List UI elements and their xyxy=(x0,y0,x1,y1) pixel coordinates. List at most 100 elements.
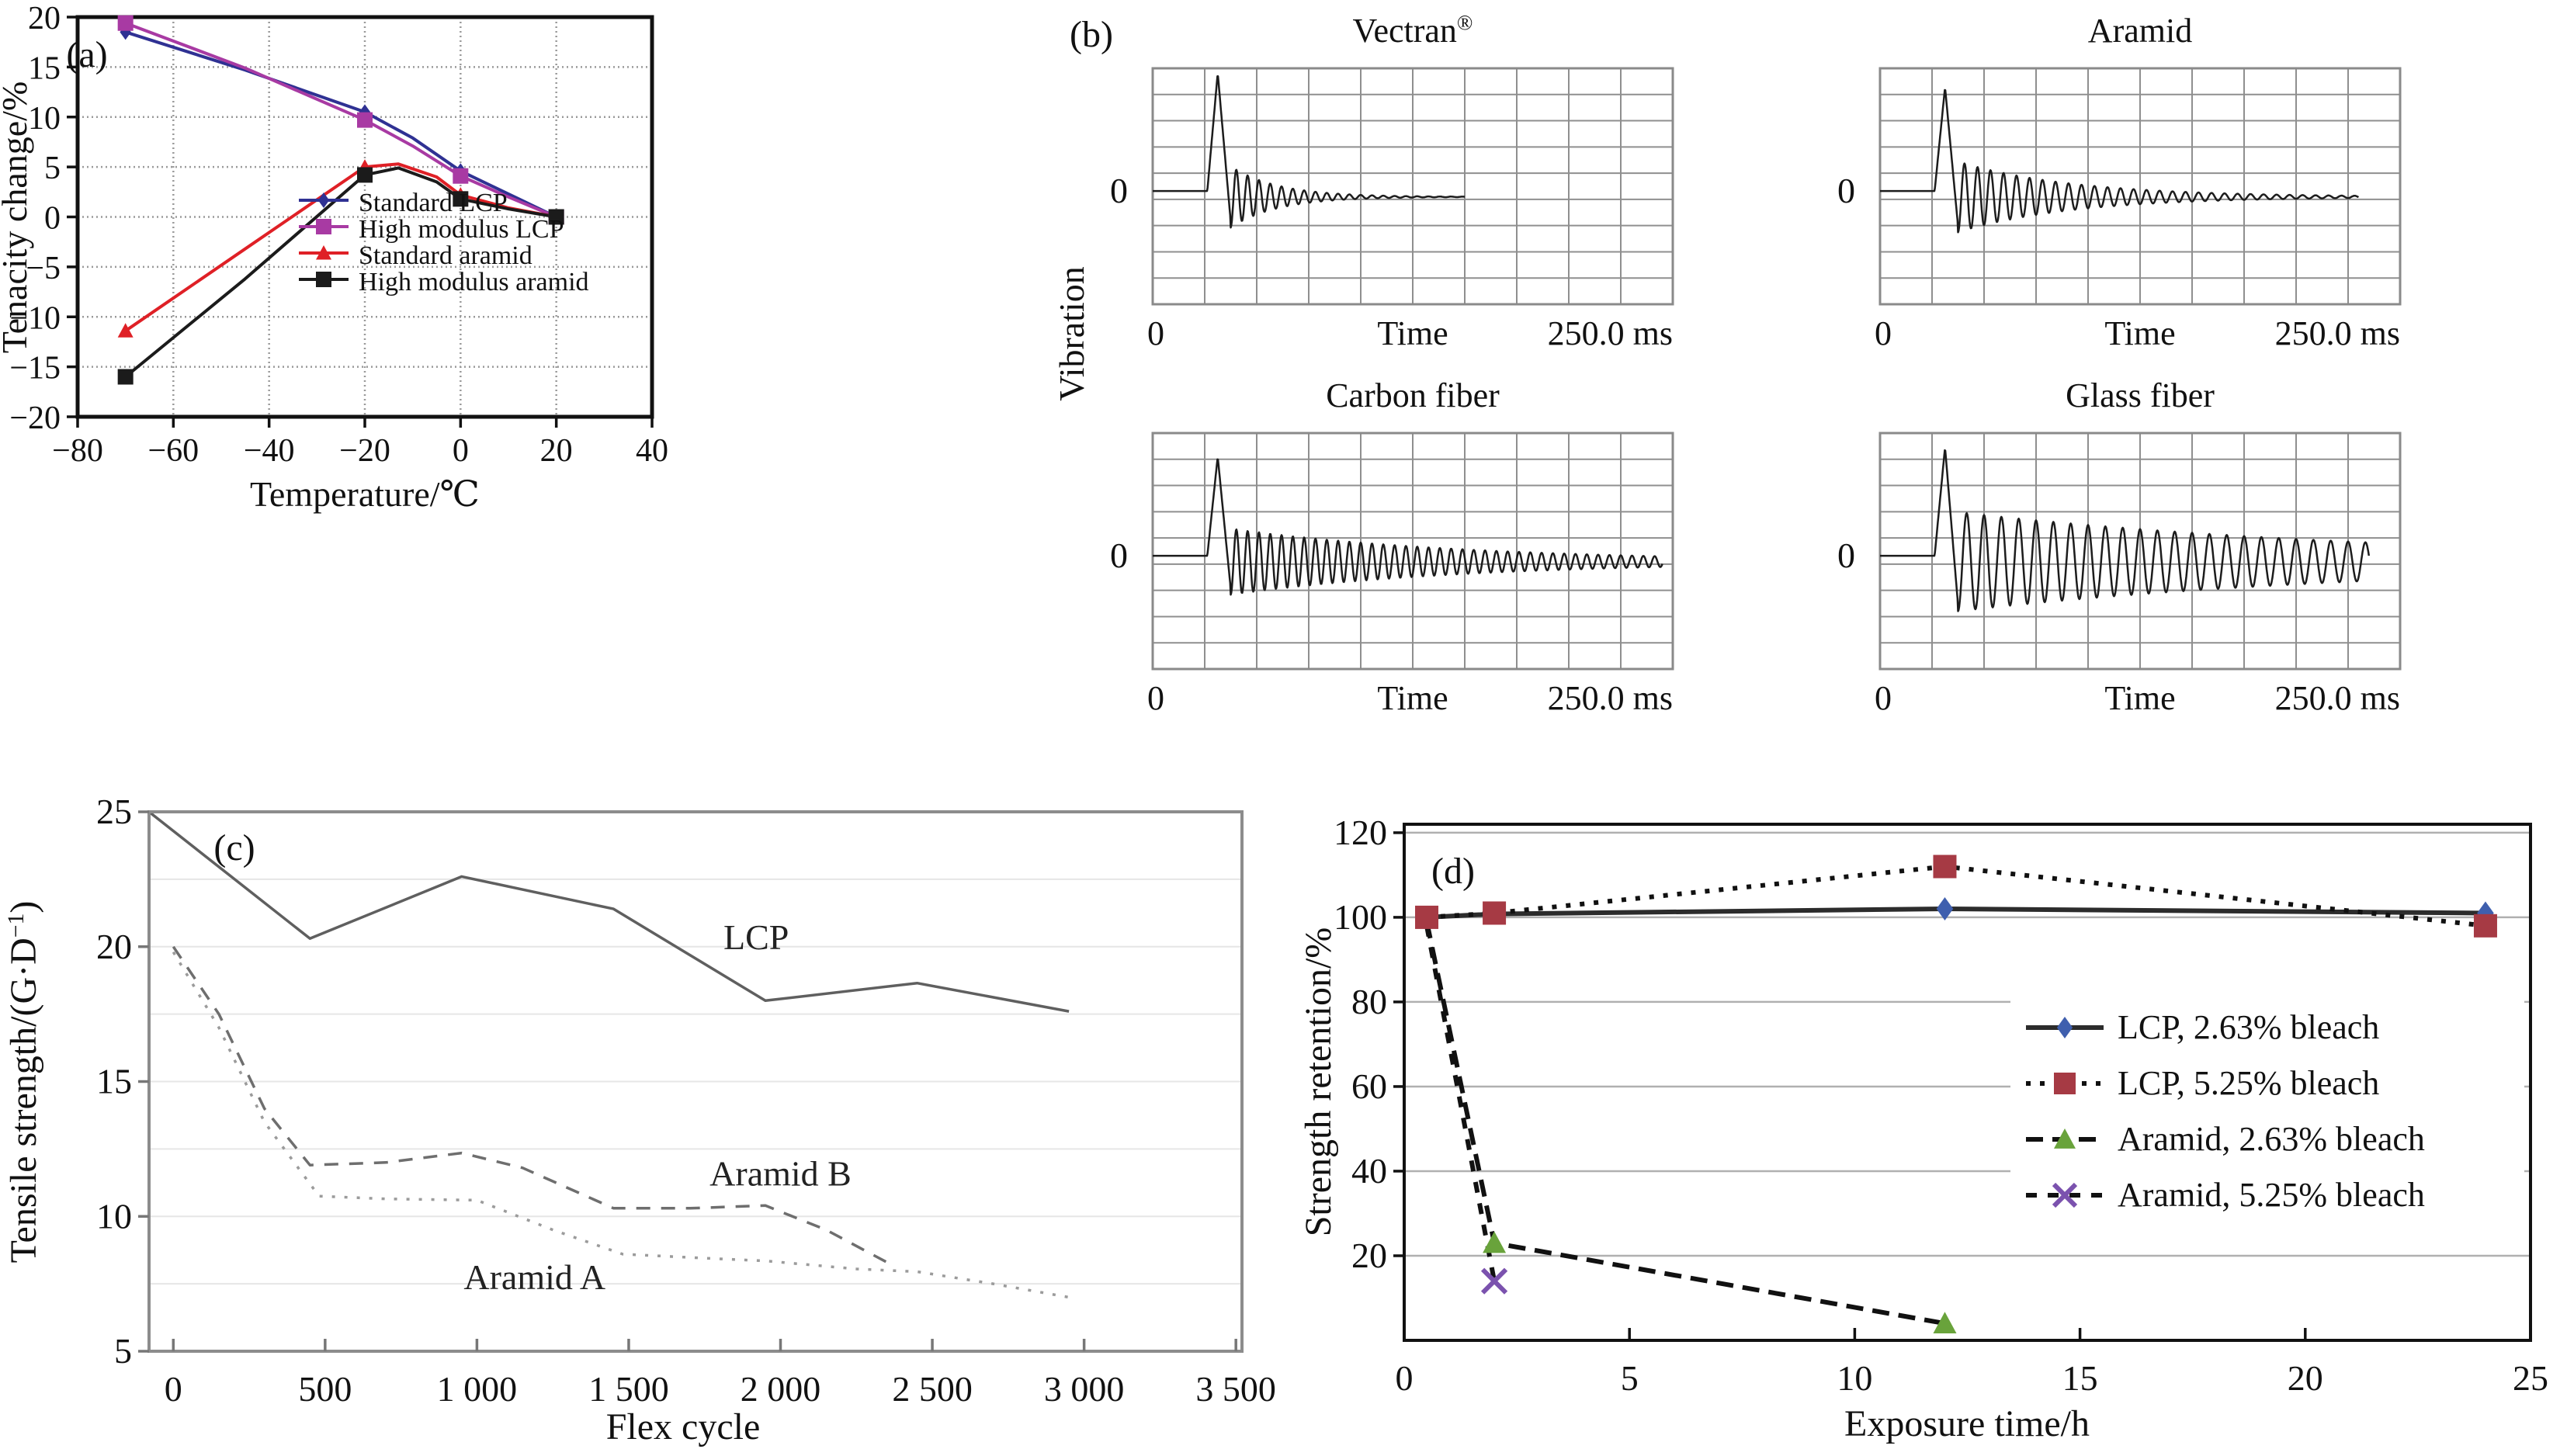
legend-marker-standard-lcp xyxy=(317,192,330,208)
legend-label-high-modulus-aramid: High modulus aramid xyxy=(359,268,589,296)
x-tick-label: −80 xyxy=(52,433,103,469)
series-line-standard-lcp xyxy=(125,30,557,219)
time-end-label: 250.0 ms xyxy=(1548,679,1673,717)
series-line-high-modulus-lcp xyxy=(124,21,557,219)
y-axis-label: Tenacity change/% xyxy=(0,81,34,354)
series-inline-label-aramid-b: Aramid B xyxy=(709,1153,852,1193)
time-start-label: 0 xyxy=(1147,314,1164,352)
marker-lcp-5-25-bleach xyxy=(1483,901,1507,925)
panel-label: (b) xyxy=(1070,14,1113,55)
time-start-label: 0 xyxy=(1875,314,1892,352)
panel-b-content: (b) Vibration Vectran® 0 0 Time 250.0 ms Aramid… xyxy=(1056,11,2402,717)
series-line-aramid-2-63-bleach xyxy=(1424,920,1946,1326)
y-tick-label: 0 xyxy=(44,201,61,237)
marker-high-modulus-aramid xyxy=(117,369,134,385)
y-tick-label: 15 xyxy=(28,50,61,86)
plot-frame xyxy=(1403,823,2532,1342)
y-tick-label: 40 xyxy=(1351,1151,1387,1191)
y-tick-label: 60 xyxy=(1351,1066,1387,1106)
y-axis-label: Tensile strength/(G·D−1) xyxy=(3,901,44,1264)
x-tick-label: 2 500 xyxy=(892,1369,973,1409)
x-tick-label: 3 500 xyxy=(1195,1369,1276,1409)
time-axis-label: Time xyxy=(2104,679,2175,717)
time-axis-label: Time xyxy=(1377,679,1448,717)
panel-c-tensile-strength-vs-flex-cycle: 0 500 1 000 1 500 2 000 2 500 3 000 3 500 25 20 15… xyxy=(0,726,1289,1456)
marker-high-modulus-aramid xyxy=(548,209,564,225)
panel-b-vibration-damping: (b) Vibration Vectran® 0 0 Time 250.0 ms Aramid… xyxy=(1056,0,2567,730)
x-tick-label: 20 xyxy=(540,433,573,469)
legend-marker-high-modulus-aramid xyxy=(316,272,331,287)
zero-label: 0 xyxy=(1837,171,1855,210)
waveform-trace-glass-fiber xyxy=(1879,449,2371,612)
legend-background xyxy=(2010,1000,2524,1229)
marker-aramid-2-63-bleach xyxy=(1483,1231,1507,1253)
legend-marker-aramid-2-63-bleach xyxy=(2054,1128,2076,1149)
marker-lcp-5-25-bleach xyxy=(1415,905,1439,929)
x-axis-label: Flex cycle xyxy=(606,1406,761,1447)
series-line-lcp xyxy=(147,810,1070,1013)
legend: LCP, 2.63% bleach LCP, 5.25% bleach Aramid… xyxy=(2010,1000,2524,1229)
subplot-title: Aramid xyxy=(2088,12,2192,50)
legend-label-aramid-2-63-bleach: Aramid, 2.63% bleach xyxy=(2118,1120,2425,1158)
legend-marker-aramid-5-25-bleach xyxy=(2052,1182,2078,1208)
y-tick-label: 10 xyxy=(28,101,61,137)
marker-aramid-5-25-bleach xyxy=(1480,1267,1508,1295)
subplot-title: Vectran® xyxy=(1353,11,1473,50)
grid-border xyxy=(1878,67,2402,306)
x-tick-label: 10 xyxy=(1837,1358,1872,1398)
x-tick-label: 15 xyxy=(2062,1358,2098,1398)
marker-standard-aramid xyxy=(117,323,134,338)
y-tick-label: −10 xyxy=(9,300,61,336)
legend-label-lcp-2-63-bleach: LCP, 2.63% bleach xyxy=(2118,1008,2379,1046)
y-tick-label: −20 xyxy=(9,400,61,436)
time-start-label: 0 xyxy=(1147,679,1164,717)
subplot-title: Glass fiber xyxy=(2066,376,2215,414)
y-tick-label: 5 xyxy=(44,151,61,186)
zero-label: 0 xyxy=(1837,536,1855,575)
x-tick-label: 0 xyxy=(1396,1358,1414,1398)
waveform-trace-vectran xyxy=(1152,75,1466,229)
x-tick-label: −20 xyxy=(339,433,390,469)
series-inline-label-aramid-a: Aramid A xyxy=(463,1257,605,1297)
zero-label: 0 xyxy=(1110,171,1128,210)
series-inline-label-lcp: LCP xyxy=(723,917,789,957)
grid-border xyxy=(1878,432,2402,671)
panel-d-content: 0 5 10 15 20 25 120 100 80 60 40 20 (d) Exposure time… xyxy=(1298,813,2548,1444)
legend-marker-lcp-2-63-bleach xyxy=(2056,1017,2073,1038)
x-tick-label: 3 000 xyxy=(1044,1369,1125,1409)
flex-cycle-chart: 0 500 1 000 1 500 2 000 2 500 3 000 3 500 25 20 15… xyxy=(3,792,1276,1447)
y-tick-label: 10 xyxy=(96,1196,132,1236)
x-tick-label: 2 000 xyxy=(741,1369,821,1409)
legend-marker-high-modulus-lcp xyxy=(316,219,331,234)
y-tick-label: 80 xyxy=(1351,982,1387,1021)
subplot-title: Carbon fiber xyxy=(1326,376,1500,414)
y-tick-label: 20 xyxy=(1351,1236,1387,1275)
x-axis-label: Temperature/℃ xyxy=(250,474,480,514)
grid-border xyxy=(1151,67,1674,306)
y-tick-label: 120 xyxy=(1334,813,1387,852)
y-tick-label: 25 xyxy=(96,792,132,831)
x-axis-label: Exposure time/h xyxy=(1844,1403,2090,1444)
marker-lcp-5-25-bleach xyxy=(1933,855,1957,879)
zero-label: 0 xyxy=(1110,536,1128,575)
series-line-aramid-5-25-bleach xyxy=(1424,925,1497,1282)
series-line-aramid-a xyxy=(172,951,1070,1299)
x-tick-label: 20 xyxy=(2288,1358,2323,1398)
panel-label: (a) xyxy=(66,34,107,75)
marker-high-modulus-aramid xyxy=(453,191,469,207)
series-line-aramid-b xyxy=(172,945,888,1264)
x-tick-label: 500 xyxy=(298,1369,352,1409)
marker-aramid-2-63-bleach xyxy=(1933,1312,1957,1333)
waveform-trace-carbon-fiber xyxy=(1152,458,1663,596)
y-tick-label: 20 xyxy=(28,1,61,36)
panel-label: (d) xyxy=(1431,851,1475,892)
marker-high-modulus-lcp xyxy=(117,15,134,31)
series-line-lcp-2-63-bleach xyxy=(1426,907,2486,920)
time-end-label: 250.0 ms xyxy=(2275,314,2400,352)
y-tick-label: 5 xyxy=(114,1331,132,1371)
y-axis-label: Vibration xyxy=(1056,266,1091,401)
oscilloscope-aramid: Aramid 0 0 Time 250.0 ms xyxy=(1837,12,2402,352)
marker-high-modulus-aramid xyxy=(357,167,373,183)
legend-marker-standard-aramid xyxy=(316,245,331,260)
